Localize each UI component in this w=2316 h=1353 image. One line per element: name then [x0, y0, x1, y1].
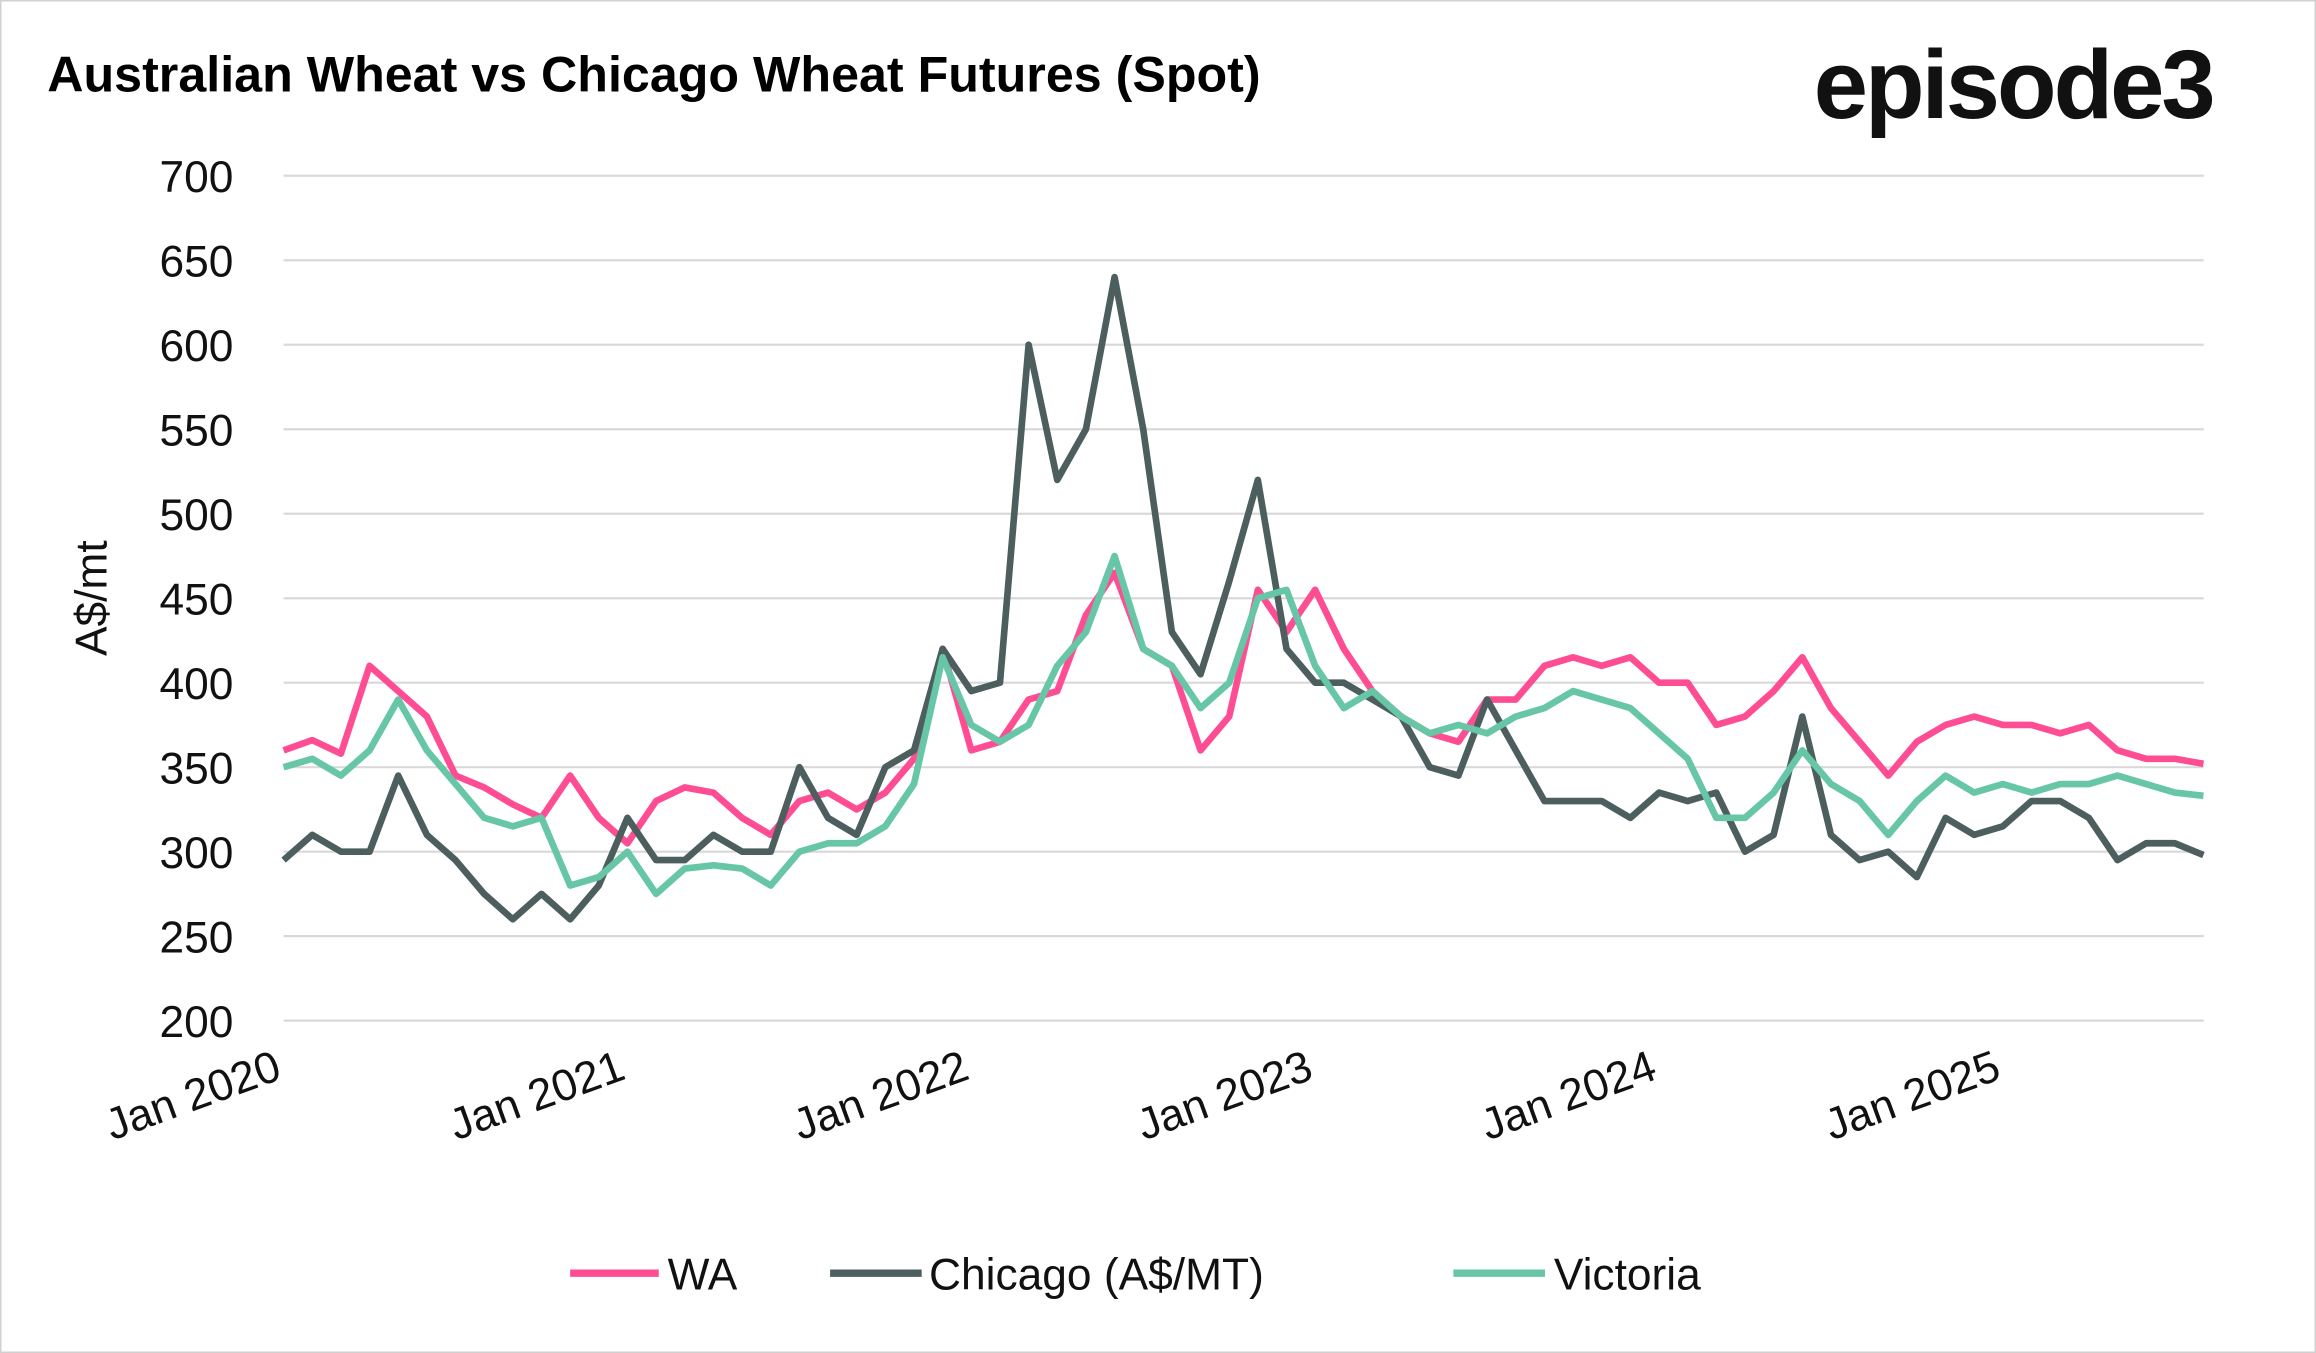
- series-line-victoria: [282, 552, 2204, 898]
- brand-logo: episode3: [1814, 30, 2213, 139]
- y-tick-label: 550: [159, 406, 233, 455]
- y-tick-label: 600: [159, 322, 233, 371]
- y-axis-label: A$/mt: [67, 540, 116, 656]
- y-tick-label: 200: [159, 998, 233, 1047]
- y-tick-label: 300: [159, 829, 233, 878]
- y-tick-label: 400: [159, 660, 233, 709]
- y-tick-labels: 200 250 300 350 400 450 500 550 600 650 700: [159, 153, 233, 1047]
- y-tick-label: 700: [159, 153, 233, 202]
- y-tick-label: 250: [159, 913, 233, 962]
- legend-label-victoria: Victoria: [1554, 1250, 1701, 1299]
- legend: WA Chicago (A$/MT) Victoria: [570, 1250, 1701, 1299]
- y-tick-label: 650: [159, 238, 233, 287]
- series-lines: [281, 273, 2205, 923]
- legend-label-wa: WA: [668, 1250, 738, 1299]
- legend-label-chicago: Chicago (A$/MT): [929, 1250, 1264, 1299]
- y-tick-label: 450: [159, 575, 233, 624]
- series-line-wa: [282, 569, 2205, 847]
- gridlines: [283, 174, 2204, 1022]
- y-tick-label: 350: [159, 744, 233, 793]
- chart-title: Australian Wheat vs Chicago Wheat Future…: [47, 47, 1260, 103]
- y-tick-label: 500: [159, 491, 233, 540]
